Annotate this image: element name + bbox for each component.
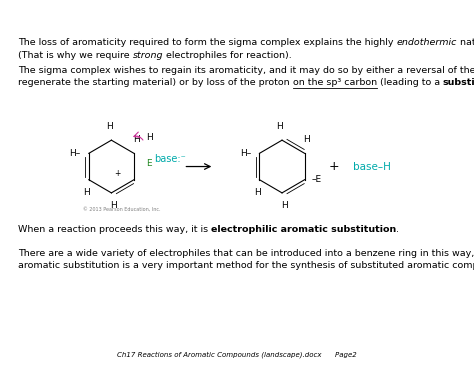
Text: +: + (329, 160, 339, 173)
Text: (That is why we require: (That is why we require (18, 51, 133, 60)
Text: base:⁻: base:⁻ (154, 154, 186, 164)
Text: H–: H– (69, 149, 80, 158)
Text: H: H (281, 201, 288, 210)
Text: base–H: base–H (353, 161, 391, 172)
Text: H–: H– (240, 149, 251, 158)
Text: (leading to a: (leading to a (377, 78, 443, 87)
Text: on the sp³ carbon: on the sp³ carbon (292, 78, 377, 87)
Text: –E: –E (312, 175, 322, 184)
Text: The sigma complex wishes to regain its aromaticity, and it may do so by either a: The sigma complex wishes to regain its a… (18, 66, 474, 75)
Text: electrophilic aromatic substitution: electrophilic aromatic substitution (211, 225, 396, 234)
Text: nature of the first step.: nature of the first step. (457, 38, 474, 48)
Text: substitution: substitution (443, 78, 474, 87)
Text: H: H (254, 188, 260, 197)
Text: Ch17 Reactions of Aromatic Compounds (landscape).docx      Page2: Ch17 Reactions of Aromatic Compounds (la… (117, 351, 357, 358)
Text: .: . (396, 225, 400, 234)
Text: H: H (276, 122, 283, 131)
Text: H: H (110, 201, 117, 210)
Text: © 2013 Pearson Education, Inc.: © 2013 Pearson Education, Inc. (83, 207, 161, 212)
Text: strong: strong (133, 51, 163, 60)
Text: H: H (304, 135, 310, 144)
Text: E: E (146, 159, 151, 168)
Text: H: H (133, 135, 140, 144)
Text: endothermic: endothermic (397, 38, 457, 48)
Text: electrophiles for reaction).: electrophiles for reaction). (163, 51, 292, 60)
Text: regenerate the starting material) or by loss of the proton: regenerate the starting material) or by … (18, 78, 292, 87)
Text: H: H (106, 122, 112, 131)
Text: aromatic substitution is a very important method for the synthesis of substitute: aromatic substitution is a very importan… (18, 261, 474, 270)
Text: There are a wide variety of electrophiles that can be introduced into a benzene : There are a wide variety of electrophile… (18, 249, 474, 258)
Text: +: + (114, 169, 120, 178)
Text: H: H (146, 133, 153, 142)
Text: When a reaction proceeds this way, it is: When a reaction proceeds this way, it is (18, 225, 211, 234)
Text: H: H (83, 188, 90, 197)
Text: The loss of aromaticity required to form the sigma complex explains the highly: The loss of aromaticity required to form… (18, 38, 397, 48)
